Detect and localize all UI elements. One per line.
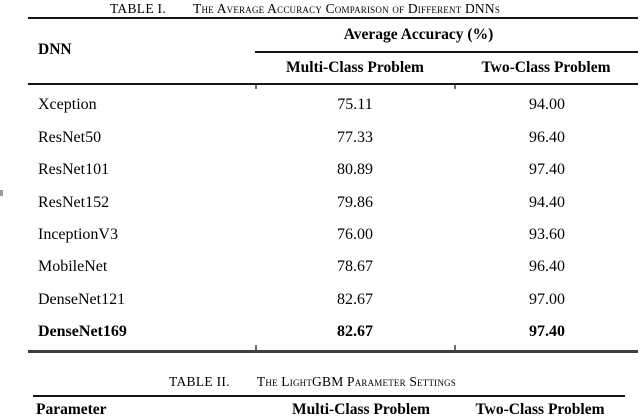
dnn-name: DenseNet121 [38,291,126,308]
two-class-value: 96.40 [529,258,565,275]
multi-class-value: 76.00 [337,226,373,243]
table1-header-dnn: DNN [38,41,72,58]
table1-caption-label: TABLE I. [109,1,167,16]
table-row-densenet121: DenseNet121 82.67 97.00 [28,291,638,309]
table1-header-group: Average Accuracy (%) [343,26,494,43]
table-row-xception: Xception 75.11 94.00 [28,96,638,114]
dnn-name: MobileNet [38,258,108,275]
multi-class-value: 82.67 [337,323,373,340]
dnn-name: ResNet152 [38,194,110,211]
table1-column-tick [255,85,257,89]
multi-class-value: 79.86 [337,194,373,211]
two-class-value: 97.00 [529,291,565,308]
multi-class-value: 77.33 [337,129,373,146]
table1-bottom-rule [28,350,638,353]
multi-class-value: 78.67 [337,258,373,275]
dnn-name: DenseNet169 [38,323,127,340]
two-class-value: 93.60 [529,226,565,243]
table2-caption: TABLE II. The LightGBM Parameter Setting… [0,374,625,390]
scan-artifact [0,190,3,196]
table2-header-two-class: Two-Class Problem [475,401,605,418]
table-row-inceptionv3: InceptionV3 76.00 93.60 [28,226,638,244]
table-row-mobilenet: MobileNet 78.67 96.40 [28,258,638,276]
multi-class-value: 80.89 [337,161,373,178]
dnn-name: ResNet50 [38,129,102,146]
two-class-value: 94.40 [529,194,565,211]
multi-class-value: 82.67 [337,291,373,308]
table2-top-rule [33,395,625,397]
table1-caption-title: The Average Accuracy Comparison of Diffe… [193,1,501,16]
table1-header-rule [28,83,638,85]
table2-header-multi-class: Multi-Class Problem [292,401,430,418]
table1-column-tick [454,345,456,350]
dnn-name: ResNet101 [38,161,110,178]
multi-class-value: 75.11 [337,96,373,113]
table1-caption: TABLE I. The Average Accuracy Comparison… [0,1,610,17]
table1-header-two-class: Two-Class Problem [481,59,611,76]
dnn-name: Xception [38,96,97,113]
two-class-value: 97.40 [529,161,565,178]
table1-column-tick [454,85,456,89]
table2-caption-title: The LightGBM Parameter Settings [256,374,456,389]
two-class-value: 97.40 [529,323,565,340]
table1-column-tick [255,345,257,350]
table1-group-rule [255,51,638,53]
table1-header-multi-class: Multi-Class Problem [286,59,424,76]
two-class-value: 96.40 [529,129,565,146]
table-row-resnet50: ResNet50 77.33 96.40 [28,129,638,147]
table-row-resnet101: ResNet101 80.89 97.40 [28,161,638,179]
table2-caption-label: TABLE II. [169,374,230,389]
two-class-value: 94.00 [529,96,565,113]
table1-top-rule [28,17,638,19]
table-row-resnet152: ResNet152 79.86 94.40 [28,194,638,212]
table-row-densenet169: DenseNet169 82.67 97.40 [28,323,638,341]
dnn-name: InceptionV3 [38,226,118,243]
table2-header-parameter: Parameter [36,401,107,418]
